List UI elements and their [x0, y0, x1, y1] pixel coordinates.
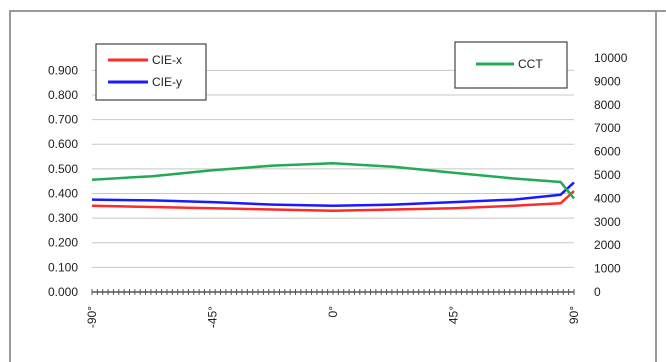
y-right-tick-label: 3000 [594, 215, 621, 229]
legends: CIE-x CIE-y CCT [95, 41, 568, 101]
legend-left: CIE-x CIE-y [95, 43, 207, 101]
x-tick-label: 45° [447, 306, 461, 324]
legend-label: CIE-y [152, 75, 182, 89]
y-left-tick-label: 0.100 [48, 260, 78, 274]
y-right-tick-label: 4000 [594, 191, 621, 205]
y-right-tick-label: 10000 [594, 51, 628, 65]
axes [91, 289, 575, 295]
x-tick-label: 0° [326, 306, 340, 318]
x-tick-label: -45° [206, 306, 220, 328]
y-left-tick-label: 0.300 [48, 211, 78, 225]
y-left-tick-label: 0.600 [48, 137, 78, 151]
y-left-tick-label: 0.700 [48, 113, 78, 127]
legend-right-box [454, 41, 568, 89]
y-right-tick-label: 9000 [594, 74, 621, 88]
series-lines [91, 162, 575, 212]
legend-label: CIE-x [152, 53, 182, 67]
y-right-tick-label: 6000 [594, 145, 621, 159]
y-left-tick-label: 0.500 [48, 162, 78, 176]
series-line-cie-y [91, 181, 575, 208]
y-right-tick-label: 2000 [594, 238, 621, 252]
y-right-tick-label: 8000 [594, 98, 621, 112]
y-right-tick-label: 5000 [594, 168, 621, 182]
y-left-tick-label: 0.400 [48, 186, 78, 200]
y-right-tick-label: 0 [594, 285, 601, 299]
legend-right: CCT [454, 41, 568, 89]
y-right-tick-label: 7000 [594, 121, 621, 135]
y-left-tick-label: 0.000 [48, 285, 78, 299]
series-line-cie-x [91, 190, 575, 212]
y-left-tick-label: 0.200 [48, 236, 78, 250]
legend-label: CCT [518, 57, 543, 71]
y-left-tick-label: 0.800 [48, 88, 78, 102]
tick-labels: 0.000 0.100 0.200 0.300 0.400 0.500 0.600 0.700… [48, 51, 628, 328]
y-left-tick-label: 0.900 [48, 63, 78, 77]
y-right-tick-label: 1000 [594, 262, 621, 276]
legend-left-box [95, 43, 207, 101]
series-line-cct [91, 162, 575, 200]
x-tick-label: -90° [85, 306, 99, 328]
x-tick-label: 90° [567, 306, 581, 324]
